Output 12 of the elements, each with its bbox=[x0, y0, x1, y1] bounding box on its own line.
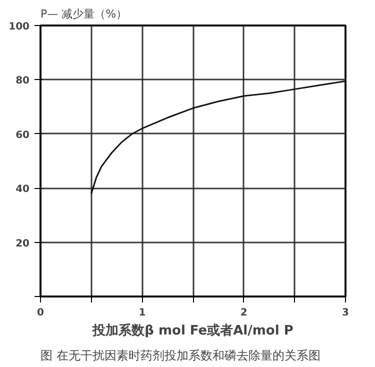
x-tick-label: 0 bbox=[37, 308, 44, 318]
y-tick-label: 40 bbox=[16, 184, 30, 196]
y-axis-title: P— 减少量（%） bbox=[40, 8, 128, 20]
x-tick-label: 3 bbox=[342, 308, 350, 318]
y-tick-label: 20 bbox=[16, 238, 30, 250]
y-tick-label: 80 bbox=[16, 76, 30, 87]
x-axis-title: 投加系数β mol Fe或者Al/mol P bbox=[92, 322, 294, 338]
y-tick-label: 60 bbox=[16, 130, 30, 141]
text: 图 在无干扰因素时药剂投加系数和磷去除量的关系图 bbox=[40, 348, 320, 362]
x-tick-label: 1 bbox=[138, 308, 146, 318]
x-tick-label: 2 bbox=[240, 308, 248, 318]
y-tick-label: 100 bbox=[8, 22, 30, 32]
